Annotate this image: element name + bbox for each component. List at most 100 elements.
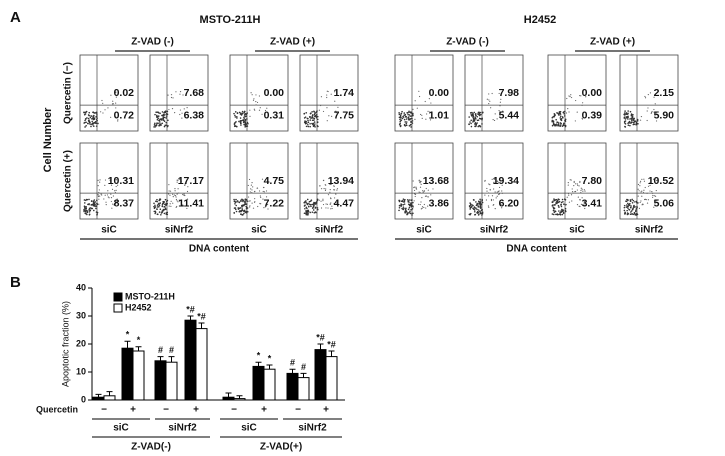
- cell-dot: [258, 190, 261, 192]
- cell-dot: [498, 92, 500, 95]
- cell-dot: [636, 213, 639, 216]
- cell-dot: [417, 203, 420, 205]
- cell-dot: [329, 203, 331, 206]
- cell-dot: [154, 126, 156, 128]
- cell-dot: [311, 203, 314, 206]
- cell-dot: [640, 191, 642, 193]
- cell-dot: [326, 96, 328, 99]
- cell-dot: [629, 213, 632, 216]
- x-label: Quercetin: [36, 404, 78, 414]
- cell-dot: [170, 96, 173, 99]
- cell-dot: [163, 125, 166, 128]
- lower-percent: 8.37: [114, 198, 135, 210]
- cell-dot: [162, 119, 165, 121]
- cell-dot: [256, 187, 259, 189]
- cell-dot: [162, 114, 164, 117]
- cell-dot: [178, 199, 180, 201]
- cell-dot: [423, 203, 425, 206]
- cell-dot: [105, 201, 107, 203]
- cell-dot: [404, 125, 407, 127]
- cell-dot: [429, 111, 431, 113]
- cell-dot: [247, 196, 250, 198]
- cell-dot: [476, 115, 479, 118]
- cell-dot: [312, 206, 314, 208]
- cell-dot: [336, 203, 339, 206]
- panel-label: B: [10, 274, 21, 291]
- cell-dot: [652, 178, 655, 180]
- lower-percent: 11.41: [178, 198, 204, 210]
- error-bar: [266, 364, 273, 370]
- cell-dot: [641, 178, 643, 180]
- cell-dot: [634, 206, 636, 208]
- cell-dot: [630, 205, 632, 207]
- cell-dot: [233, 112, 235, 115]
- cell-dot: [94, 203, 96, 206]
- cell-dot: [410, 111, 412, 114]
- cell-dot: [186, 207, 188, 210]
- cell-dot: [114, 191, 117, 194]
- cell-dot: [551, 213, 554, 215]
- cell-dot: [237, 207, 240, 209]
- cell-dot: [163, 201, 166, 203]
- cell-dot: [163, 112, 166, 114]
- upper-percent: 0.00: [264, 87, 285, 99]
- lower-percent: 6.38: [184, 110, 205, 122]
- cell-dot: [564, 124, 567, 127]
- cell-dot: [306, 198, 309, 201]
- cell-dot: [554, 114, 556, 117]
- significance-mark: *: [268, 353, 272, 363]
- cell-dot: [335, 202, 338, 204]
- cell-dot: [159, 202, 162, 204]
- cell-dot: [84, 111, 87, 114]
- cell-dot: [234, 201, 237, 204]
- cell-dot: [329, 183, 331, 186]
- column-label: siC: [569, 225, 585, 236]
- y-tick-label: 10: [76, 366, 86, 376]
- cell-dot: [472, 204, 474, 207]
- cell-dot: [89, 123, 91, 125]
- cell-dot: [493, 181, 495, 184]
- cell-dot: [490, 198, 493, 201]
- cell-dot: [563, 113, 566, 115]
- cell-dot: [551, 120, 554, 123]
- x-tick-label: −: [101, 405, 107, 416]
- cell-dot: [99, 179, 101, 181]
- cell-dot: [492, 199, 494, 201]
- cell-dot: [494, 208, 496, 210]
- cell-dot: [234, 111, 237, 113]
- cell-dot: [251, 192, 253, 194]
- cell-dot: [154, 122, 156, 125]
- cell-dot: [568, 201, 571, 203]
- cell-dot: [331, 207, 333, 210]
- cell-dot: [562, 124, 565, 126]
- cell-dot: [316, 110, 318, 112]
- cell-dot: [173, 194, 175, 196]
- cell-dot: [98, 198, 100, 200]
- cell-dot: [626, 202, 629, 205]
- cell-dot: [560, 205, 563, 208]
- cell-dot: [101, 194, 103, 196]
- cell-dot: [93, 209, 95, 212]
- cell-dot: [481, 123, 483, 125]
- cell-dot: [313, 111, 316, 113]
- cell-dot: [247, 122, 249, 125]
- cell-dot: [402, 203, 405, 206]
- cell-dot: [246, 125, 249, 127]
- cell-dot: [559, 118, 562, 121]
- cell-dot: [557, 204, 560, 207]
- cell-dot: [175, 91, 177, 93]
- cell-dot: [406, 212, 409, 215]
- cell-dot: [410, 126, 412, 128]
- cell-dot: [247, 184, 249, 187]
- group-label: siNrf2: [168, 423, 197, 434]
- cell-dot: [85, 206, 87, 208]
- cell-dot: [627, 205, 630, 207]
- cell-dot: [491, 178, 493, 180]
- cell-dot: [158, 198, 161, 201]
- cell-dot: [156, 198, 158, 201]
- cell-dot: [308, 205, 310, 208]
- cell-dot: [632, 118, 635, 120]
- cell-dot: [165, 115, 168, 117]
- cell-dot: [629, 202, 631, 205]
- cell-dot: [253, 191, 256, 193]
